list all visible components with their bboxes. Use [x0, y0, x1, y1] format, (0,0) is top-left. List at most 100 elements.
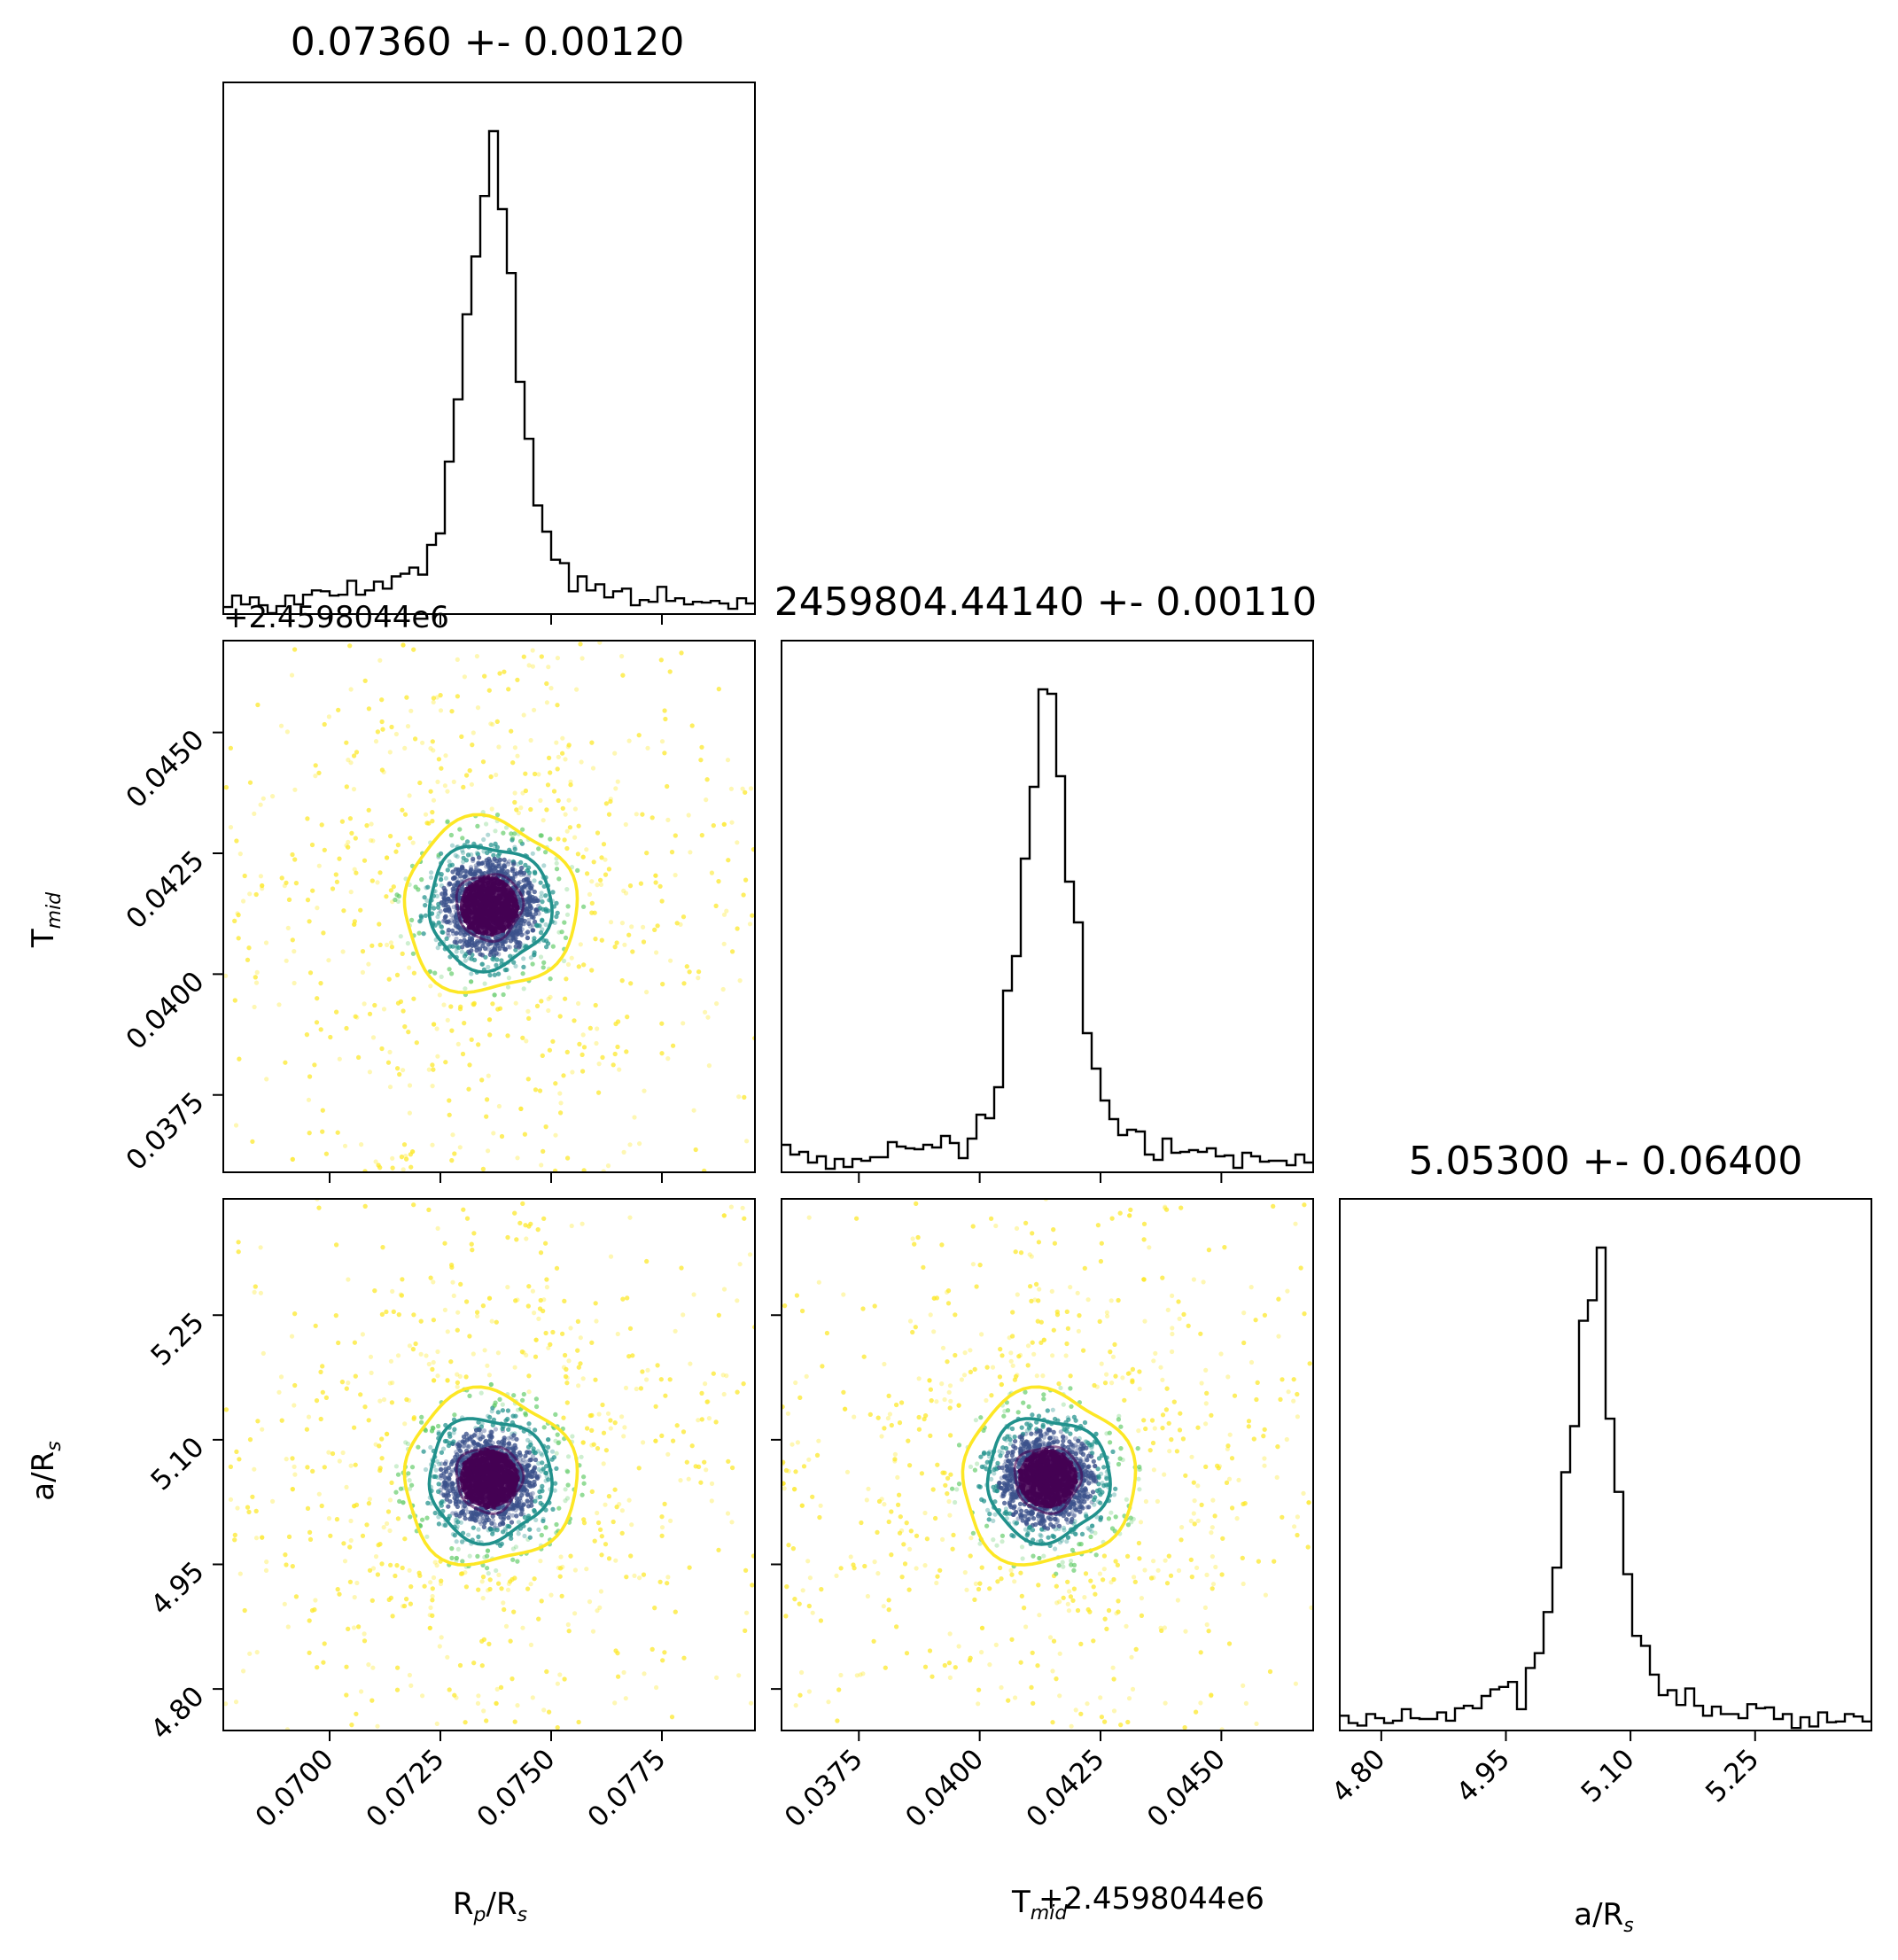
sample-point — [612, 1051, 618, 1057]
sample-point — [434, 695, 439, 700]
sample-point — [519, 865, 525, 871]
sample-point — [525, 913, 530, 918]
sample-point — [525, 912, 532, 917]
sample-point — [318, 1027, 323, 1032]
sample-point — [512, 831, 517, 836]
sample-point — [315, 906, 320, 911]
sample-point — [408, 836, 413, 841]
sample-point — [475, 940, 480, 946]
sample-point — [469, 956, 474, 961]
sample-point — [510, 859, 516, 865]
sample-point — [535, 923, 541, 929]
sample-point — [531, 914, 536, 920]
sample-point — [384, 894, 389, 899]
sample-point — [502, 871, 509, 876]
sample-point — [467, 942, 472, 947]
sample-point — [484, 821, 489, 827]
sample-point — [541, 863, 547, 868]
sample-point — [457, 930, 463, 936]
sample-point — [322, 847, 327, 852]
sample-point — [606, 812, 612, 817]
sample-point — [507, 945, 513, 950]
sample-point — [532, 707, 537, 712]
sample-point — [372, 1002, 377, 1008]
sample-point — [518, 872, 524, 877]
sample-point — [568, 779, 573, 784]
sample-point — [483, 945, 488, 952]
sample-point — [555, 703, 560, 708]
sample-point — [490, 1001, 495, 1007]
sample-point — [699, 833, 704, 838]
sample-point — [455, 871, 461, 876]
sample-point — [515, 861, 521, 867]
sample-point — [369, 943, 375, 948]
sample-point — [487, 866, 493, 871]
sample-point — [495, 1007, 501, 1012]
sample-point — [662, 708, 667, 713]
sample-point — [457, 1007, 463, 1012]
sample-point — [532, 950, 537, 955]
sample-point — [391, 884, 396, 890]
sample-point — [480, 1166, 486, 1171]
sample-point — [411, 647, 416, 652]
sample-point — [442, 888, 447, 894]
sample-point — [578, 942, 583, 947]
sample-point — [526, 921, 532, 926]
sample-point — [421, 931, 426, 937]
sample-point — [463, 868, 469, 874]
sample-point — [320, 1129, 325, 1134]
sample-point — [581, 1168, 587, 1172]
sample-point — [480, 759, 486, 765]
sample-point — [556, 836, 561, 842]
sample-point — [404, 695, 409, 700]
sample-point — [459, 886, 464, 891]
sample-point — [541, 1148, 546, 1154]
sample-point — [688, 850, 693, 855]
sample-point — [521, 884, 526, 890]
sample-point — [510, 859, 516, 865]
sample-point — [645, 745, 650, 751]
sample-point — [449, 862, 455, 867]
sample-point — [439, 877, 444, 883]
sample-point — [545, 782, 551, 788]
sample-point — [580, 1069, 586, 1074]
sample-point — [446, 906, 451, 912]
sample-point — [354, 870, 359, 875]
sample-point — [556, 797, 561, 804]
sample-point — [407, 793, 412, 798]
sample-point — [369, 821, 374, 827]
sample-point — [663, 716, 668, 722]
sample-point — [454, 930, 459, 936]
sample-point — [743, 877, 749, 883]
sample-point — [603, 872, 609, 877]
sample-point — [455, 924, 461, 929]
sample-point — [495, 943, 501, 948]
sample-point — [612, 945, 618, 950]
sample-point — [511, 929, 517, 936]
sample-point — [589, 740, 595, 745]
sample-point — [318, 981, 323, 986]
sample-point — [509, 933, 515, 938]
sample-point — [430, 739, 435, 744]
sample-point — [247, 780, 253, 785]
sample-point — [502, 669, 507, 674]
sample-point — [522, 1132, 528, 1137]
sample-point — [716, 687, 721, 692]
sample-point — [530, 895, 535, 900]
sample-point — [584, 847, 589, 852]
sample-point — [533, 898, 538, 904]
sample-point — [255, 702, 261, 708]
sample-point — [711, 823, 716, 828]
sample-point — [494, 962, 499, 968]
sample-point — [307, 1074, 313, 1079]
sample-point — [496, 971, 502, 976]
sample-point — [485, 850, 490, 856]
sample-point — [521, 712, 526, 718]
sample-point — [525, 891, 531, 896]
sample-point — [439, 883, 444, 889]
sample-point — [644, 990, 650, 995]
sample-point — [449, 843, 455, 848]
sample-point — [462, 1021, 467, 1026]
sample-point — [611, 1062, 616, 1068]
sample-point — [540, 918, 545, 923]
